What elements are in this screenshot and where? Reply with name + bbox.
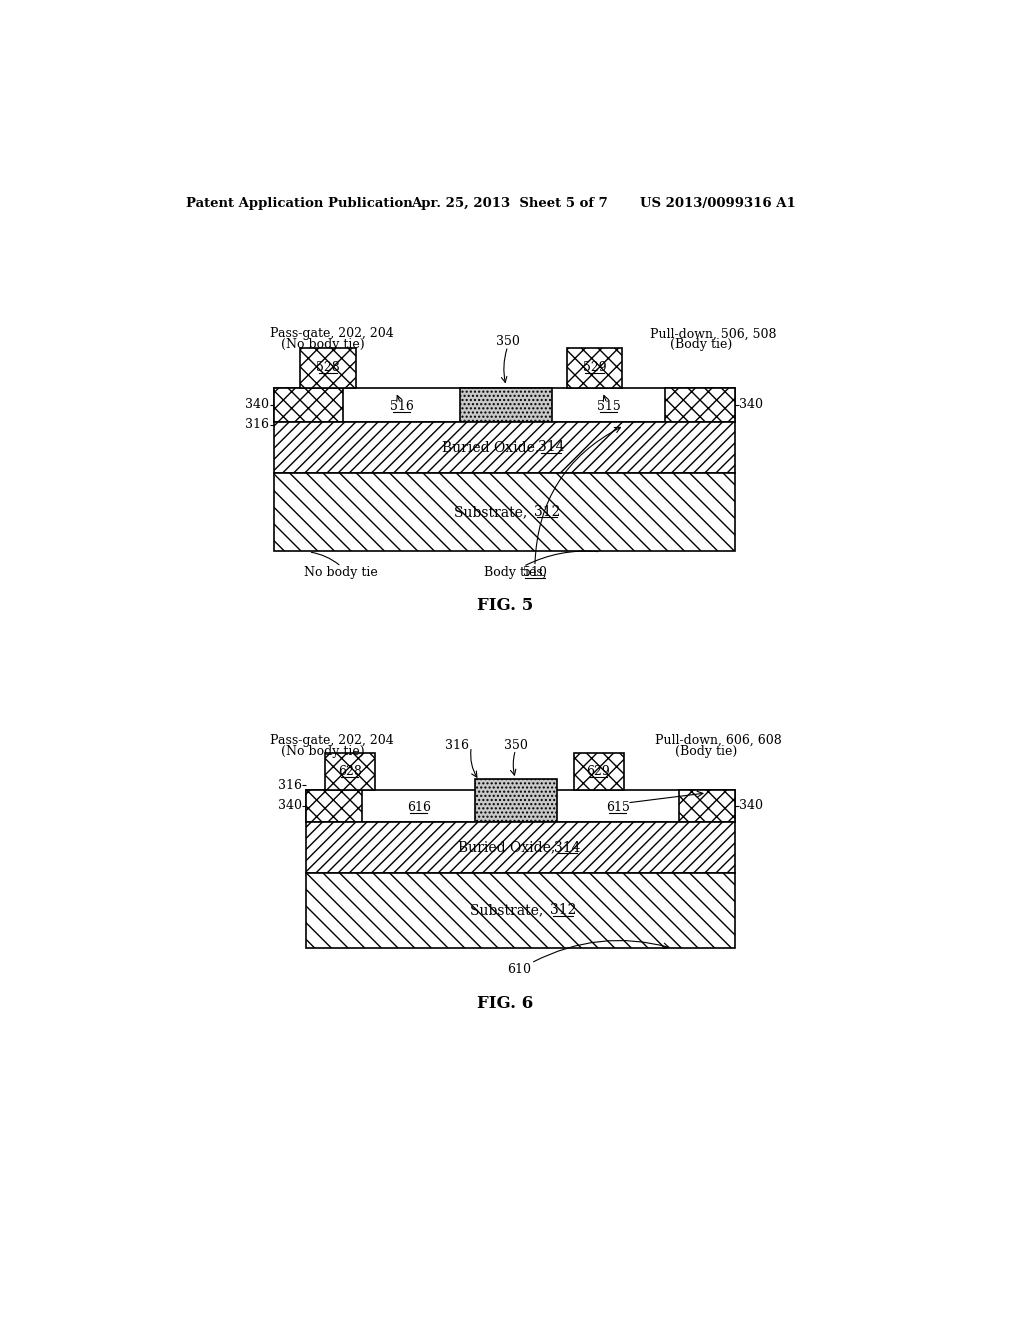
Text: 510: 510 (523, 566, 547, 579)
Text: Pull-down, 606, 608: Pull-down, 606, 608 (655, 734, 781, 747)
Bar (273, 388, 735, 422)
Bar (306, 789, 735, 822)
Bar (461, 388, 552, 422)
Text: 350: 350 (504, 739, 527, 751)
Text: 340: 340 (278, 800, 302, 813)
Text: Buried Oxide,: Buried Oxide, (458, 841, 560, 854)
Text: (No body tie): (No body tie) (282, 338, 366, 351)
Text: 312: 312 (550, 903, 577, 917)
Text: 316: 316 (278, 779, 302, 792)
Text: FIG. 5: FIG. 5 (476, 597, 532, 614)
Text: Pass-gate, 202, 204: Pass-gate, 202, 204 (270, 327, 393, 341)
Text: FIG. 6: FIG. 6 (476, 994, 532, 1011)
Text: Patent Application Publication: Patent Application Publication (186, 197, 413, 210)
Text: 610: 610 (507, 962, 531, 975)
Text: Pull-down, 506, 508: Pull-down, 506, 508 (650, 327, 777, 341)
Bar (306, 873, 735, 948)
Text: Pass-gate, 202, 204: Pass-gate, 202, 204 (270, 734, 393, 747)
Text: (No body tie): (No body tie) (282, 744, 366, 758)
Text: 528: 528 (316, 362, 340, 375)
Bar (566, 348, 623, 388)
Text: 529: 529 (583, 362, 606, 375)
Text: 340: 340 (739, 800, 764, 813)
Text: 312: 312 (534, 504, 560, 519)
Text: 350: 350 (496, 335, 520, 348)
Text: 314: 314 (538, 440, 564, 454)
Text: 314: 314 (554, 841, 581, 854)
Text: 515: 515 (597, 400, 621, 413)
Text: Body ties,: Body ties, (484, 566, 551, 579)
Bar (273, 388, 343, 422)
Text: 340: 340 (739, 399, 764, 412)
Bar (273, 473, 735, 552)
Text: Apr. 25, 2013  Sheet 5 of 7: Apr. 25, 2013 Sheet 5 of 7 (411, 197, 607, 210)
Text: US 2013/0099316 A1: US 2013/0099316 A1 (640, 197, 796, 210)
Bar (679, 789, 735, 822)
Text: No body tie: No body tie (304, 566, 378, 579)
Text: 316: 316 (245, 418, 269, 432)
Bar (306, 789, 362, 822)
Bar (306, 822, 735, 873)
Text: 316: 316 (445, 739, 469, 751)
Text: (Body tie): (Body tie) (675, 744, 737, 758)
Bar (273, 422, 735, 473)
Text: 628: 628 (338, 764, 361, 777)
Text: 629: 629 (587, 764, 610, 777)
Text: 616: 616 (407, 801, 431, 814)
Text: 340: 340 (245, 399, 269, 412)
Bar (665, 388, 735, 422)
Text: (Body tie): (Body tie) (671, 338, 733, 351)
Bar (325, 752, 375, 789)
Text: Substrate,: Substrate, (454, 504, 531, 519)
Text: 615: 615 (606, 801, 630, 814)
Bar (573, 752, 624, 789)
Bar (475, 779, 557, 822)
Text: 516: 516 (390, 400, 414, 413)
Bar (300, 348, 356, 388)
Text: Buried Oxide,: Buried Oxide, (441, 440, 544, 454)
Text: Substrate,: Substrate, (470, 903, 548, 917)
